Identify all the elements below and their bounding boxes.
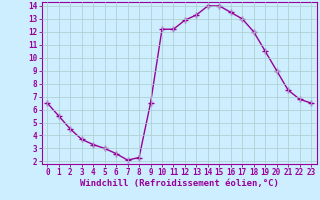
X-axis label: Windchill (Refroidissement éolien,°C): Windchill (Refroidissement éolien,°C): [80, 179, 279, 188]
